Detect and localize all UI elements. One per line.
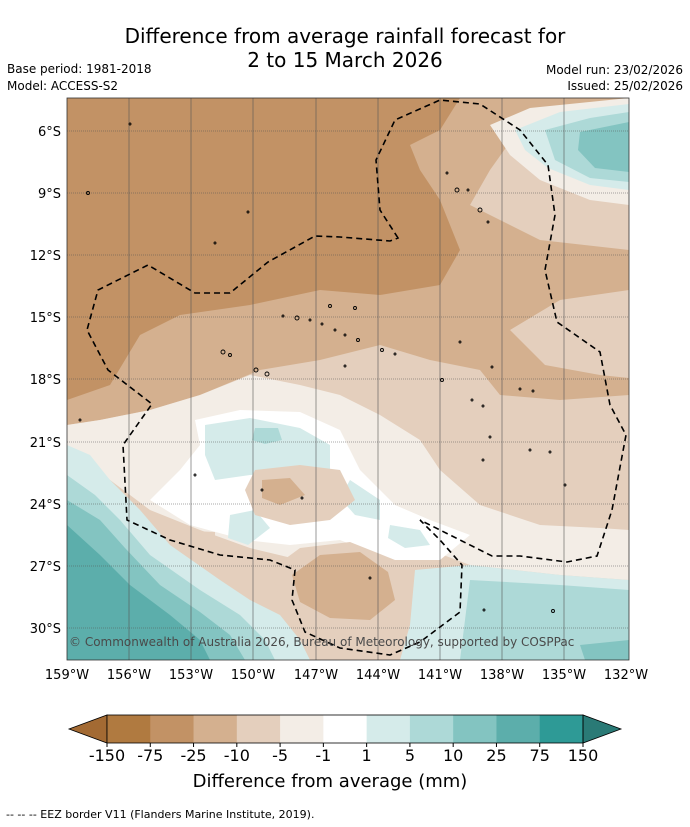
rainfall-contours [67,98,629,660]
colorbar: -150 -75 -25 -10 -5 -1 1 5 10 25 75 150 [67,714,623,765]
footer-note: -- -- -- EEZ border V11 (Flanders Marine… [6,808,315,821]
colorbar-swatch [496,715,541,743]
lat-label: 6°S [38,125,61,140]
map-title-line2: 2 to 15 March 2026 [247,48,443,72]
colorbar-swatch [193,715,238,743]
colorbar-tick-label: 10 [443,746,463,765]
colorbar-swatch [453,715,497,743]
lat-label: 30°S [30,622,61,637]
colorbar-tick-label: 5 [405,746,415,765]
colorbar-swatch [323,715,368,743]
colorbar-tick-label: -1 [315,746,331,765]
lon-label: 138°W [480,668,524,683]
colorbar-swatch [107,715,151,743]
colorbar-tick-label: -25 [180,746,206,765]
colorbar-swatch [236,715,281,743]
colorbar-tick-label: 75 [530,746,550,765]
colorbar-under-arrow [67,714,108,744]
colorbar-swatch [366,715,411,743]
colorbar-tick-label: 1 [362,746,372,765]
map-title-line1: Difference from average rainfall forecas… [124,24,566,48]
colorbar-swatch [280,715,324,743]
longitude-labels: 159°W 156°W 153°W 150°W 147°W 144°W 141°… [45,668,648,683]
model-run-date: Model run: 23/02/2026 [545,63,683,77]
lat-label: 27°S [30,560,61,575]
lon-label: 132°W [604,668,648,683]
lat-label: 18°S [30,373,61,388]
base-period: Base period: 1981-2018 [7,62,152,76]
grid-lines [67,98,629,660]
eez-border [86,99,627,656]
lat-label: 21°S [30,436,61,451]
lat-label: 9°S [38,187,61,202]
colorbar-tick-label: -150 [89,746,125,765]
lon-label: 147°W [294,668,338,683]
lon-label: 150°W [231,668,275,683]
colorbar-over-arrow [582,714,623,744]
lon-label: 153°W [169,668,213,683]
lon-label: 135°W [542,668,586,683]
lat-label: 24°S [30,498,61,513]
colorbar-tick-label: 150 [568,746,599,765]
lon-label: 159°W [45,668,89,683]
copyright-text: © Commonwealth of Australia 2026, Bureau… [69,635,574,649]
lon-label: 141°W [418,668,462,683]
islands [78,122,567,613]
colorbar-swatch [409,715,454,743]
model-name: Model: ACCESS-S2 [7,79,119,93]
issued-date: Issued: 25/02/2026 [567,79,683,93]
colorbar-tick-label: -5 [272,746,288,765]
lon-label: 156°W [107,668,151,683]
colorbar-tick-label: -10 [224,746,250,765]
colorbar-tick-label: -75 [137,746,163,765]
latitude-labels: 6°S 9°S 12°S 15°S 18°S 21°S 24°S 27°S 30… [30,125,61,637]
colorbar-swatch [150,715,195,743]
colorbar-label: Difference from average (mm) [192,771,468,792]
lat-label: 15°S [30,311,61,326]
colorbar-swatch [539,715,584,743]
lat-label: 12°S [30,249,61,264]
colorbar-tick-label: 25 [486,746,506,765]
lon-label: 144°W [356,668,400,683]
